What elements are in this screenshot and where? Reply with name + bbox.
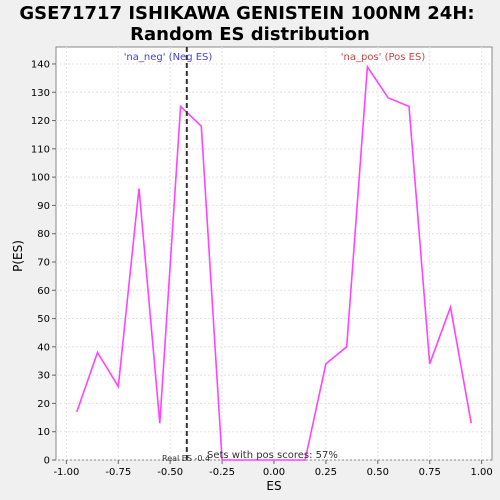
y-tick-label: 20 bbox=[37, 399, 50, 410]
y-tick-label: 100 bbox=[31, 173, 50, 184]
y-tick-label: 120 bbox=[31, 116, 50, 127]
y-tick-label: 130 bbox=[31, 88, 50, 99]
y-tick-label: 50 bbox=[37, 314, 50, 325]
pos-es-label: 'na_pos' (Pos ES) bbox=[341, 52, 426, 63]
y-tick-label: 110 bbox=[31, 144, 50, 155]
x-axis-label: ES bbox=[266, 479, 281, 493]
x-tick-label: 0.00 bbox=[263, 467, 285, 478]
y-tick-label: 10 bbox=[37, 427, 50, 438]
x-axis: -1.00 -0.75 -0.50 -0.25 0.00 0.25 0.50 0.75 1.00 bbox=[53, 460, 493, 478]
pos-scores-annotation: Sets with pos scores: 57% bbox=[207, 450, 338, 461]
y-tick-label: 60 bbox=[37, 286, 50, 297]
x-tick-label: 0.75 bbox=[419, 467, 441, 478]
x-tick-label: -0.25 bbox=[209, 467, 235, 478]
y-tick-label: 90 bbox=[37, 201, 50, 212]
y-tick-label: 80 bbox=[37, 229, 50, 240]
y-tick-label: 40 bbox=[37, 342, 50, 353]
x-tick-label: -1.00 bbox=[53, 467, 79, 478]
y-tick-label: 30 bbox=[37, 371, 50, 382]
neg-es-label: 'na_neg' (Neg ES) bbox=[124, 52, 213, 63]
grid bbox=[56, 47, 492, 461]
chart-title-line1: GSE71717 ISHIKAWA GENISTEIN 100NM 24H: bbox=[19, 3, 474, 24]
y-tick-label: 70 bbox=[37, 257, 50, 268]
x-tick-label: 0.25 bbox=[315, 467, 337, 478]
y-axis: 0 10 20 30 40 50 60 70 80 90 100 110 120 130 140 bbox=[31, 59, 56, 467]
y-tick-label: 140 bbox=[31, 59, 50, 70]
chart-title-line2: Random ES distribution bbox=[130, 24, 370, 45]
x-tick-label: -0.50 bbox=[157, 467, 183, 478]
real-es-label: Real ES -0.4 bbox=[162, 454, 210, 463]
x-tick-label: -0.75 bbox=[105, 467, 131, 478]
y-axis-label: P(ES) bbox=[11, 240, 25, 272]
es-distribution-line bbox=[76, 64, 472, 461]
y-tick-label: 0 bbox=[44, 456, 50, 467]
x-tick-label: 0.50 bbox=[367, 467, 389, 478]
x-tick-label: 1.00 bbox=[470, 467, 492, 478]
